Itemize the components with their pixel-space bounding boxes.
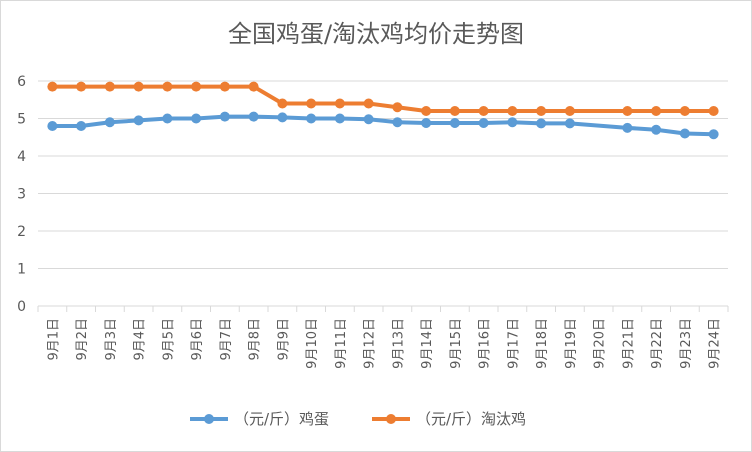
x-tick-label: 9月4日 — [133, 318, 148, 361]
x-tick-label: 9月18日 — [535, 318, 550, 369]
data-point — [76, 81, 87, 92]
x-tick-label: 9月7日 — [219, 318, 234, 361]
x-tick-label: 9月3日 — [104, 318, 119, 361]
data-point — [191, 113, 202, 124]
x-tick-label: 9月23日 — [679, 318, 694, 369]
data-point — [622, 106, 633, 116]
legend-marker-2 — [386, 414, 396, 424]
data-point — [248, 81, 259, 92]
data-point — [679, 106, 690, 116]
x-tick-label: 9月17日 — [506, 318, 521, 369]
data-point — [421, 106, 432, 116]
data-point — [191, 81, 202, 92]
x-tick-label: 9月12日 — [363, 318, 378, 369]
y-tick-label: 0 — [17, 299, 26, 315]
x-tick-label: 9月14日 — [420, 318, 435, 369]
data-point — [104, 81, 115, 92]
data-point — [47, 121, 58, 131]
data-point — [507, 117, 518, 128]
y-tick-label: 3 — [17, 187, 26, 203]
data-point — [392, 117, 403, 128]
data-point — [478, 106, 489, 116]
data-point — [219, 81, 230, 92]
x-tick-label: 9月8日 — [248, 318, 263, 361]
data-point — [76, 121, 87, 131]
legend-marker-1 — [204, 414, 214, 424]
data-point — [478, 118, 489, 128]
x-tick-label: 9月15日 — [449, 318, 464, 369]
x-tick-label: 9月21日 — [621, 318, 636, 369]
x-tick-label: 9月9日 — [276, 318, 291, 361]
y-tick-label: 1 — [17, 262, 26, 278]
data-point — [449, 118, 460, 128]
x-tick-label: 9月1日 — [46, 318, 61, 361]
series-line-1 — [50, 114, 716, 137]
data-point — [306, 98, 317, 109]
y-tick-label: 4 — [17, 149, 26, 165]
data-point — [651, 106, 662, 116]
data-point — [248, 111, 259, 122]
x-tick-label: 9月13日 — [391, 318, 406, 369]
data-point — [536, 118, 547, 129]
x-tick-label: 9月19日 — [564, 318, 579, 369]
data-point — [104, 117, 115, 128]
data-point — [651, 124, 662, 135]
legend-label-2: （元/斤）淘汰鸡 — [416, 410, 526, 428]
data-point — [162, 81, 173, 92]
data-point — [133, 115, 144, 126]
x-tick-label: 9月20日 — [593, 318, 608, 369]
x-tick-label: 9月10日 — [305, 318, 320, 369]
data-point — [277, 98, 288, 109]
x-tick-label: 9月22日 — [650, 318, 665, 369]
series-line-2 — [50, 84, 716, 113]
data-point — [277, 112, 288, 123]
data-point — [47, 81, 58, 92]
data-point — [449, 106, 460, 116]
x-tick-label: 9月24日 — [708, 318, 723, 369]
x-tick-label: 9月11日 — [334, 318, 349, 369]
data-point — [507, 106, 518, 116]
data-point — [392, 102, 403, 113]
data-point — [679, 128, 690, 139]
data-point — [708, 106, 719, 116]
y-tick-label: 2 — [17, 224, 26, 240]
data-point — [162, 113, 173, 124]
x-tick-label: 9月16日 — [478, 318, 493, 369]
data-point — [219, 111, 230, 122]
data-point — [363, 114, 374, 125]
y-tick-label: 5 — [17, 112, 26, 128]
data-point — [363, 98, 374, 109]
data-point — [708, 129, 719, 140]
data-point — [334, 113, 345, 124]
chart-title: 全国鸡蛋/淘汰鸡均价走势图 — [227, 20, 525, 48]
data-point — [622, 122, 633, 133]
x-tick-label: 9月2日 — [75, 318, 90, 361]
data-point — [421, 118, 432, 128]
data-point — [306, 113, 317, 124]
data-point — [133, 81, 144, 92]
y-tick-label: 6 — [17, 74, 26, 90]
x-tick-label: 9月5日 — [161, 318, 176, 361]
legend-label-1: （元/斤）鸡蛋 — [234, 410, 329, 428]
data-point — [536, 106, 547, 116]
data-point — [334, 98, 345, 109]
data-point — [564, 118, 575, 129]
data-point — [564, 106, 575, 116]
x-tick-label: 9月6日 — [190, 318, 205, 361]
